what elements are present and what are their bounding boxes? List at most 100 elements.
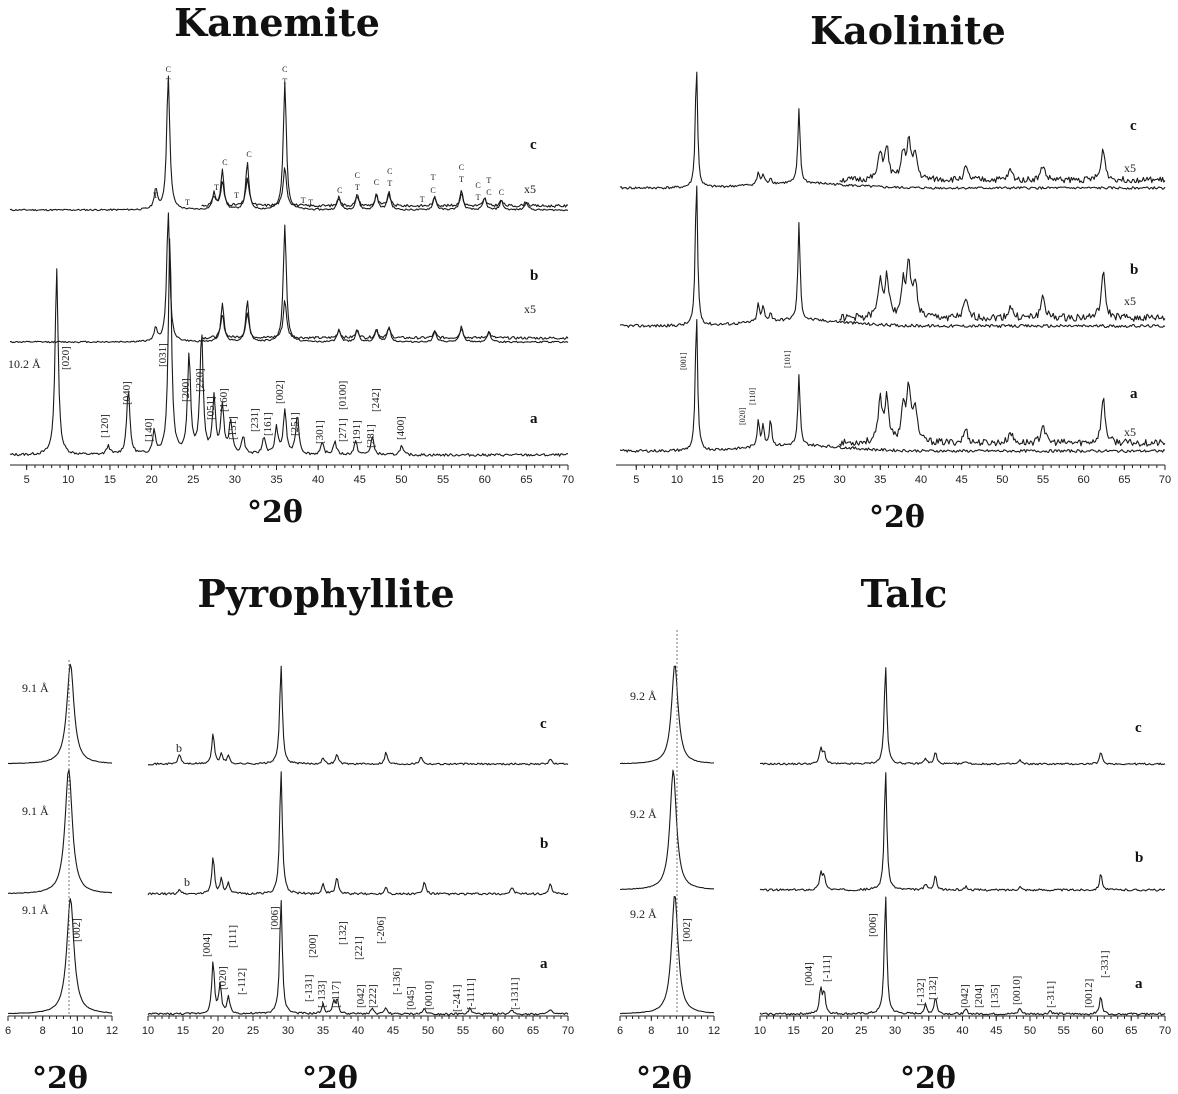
phase-mark: C — [355, 171, 360, 180]
x-tick-label: 30 — [889, 1025, 901, 1037]
phase-mark: T — [234, 191, 239, 200]
x-tick-label: 60 — [1078, 474, 1090, 486]
phase-mark: C — [486, 188, 491, 197]
hkl-label: [-331] — [1099, 951, 1111, 979]
trace-label: b — [1135, 850, 1143, 866]
panel-title: Kanemite — [174, 0, 380, 45]
trace-label: c — [540, 716, 547, 732]
trace-label: b — [530, 268, 538, 284]
d-spacing-label: 9.2 Å — [630, 807, 657, 821]
x-axis-label: °2θ — [869, 500, 925, 535]
diffraction-trace-a — [147, 899, 569, 1016]
hkl-label: [002] — [71, 918, 83, 942]
d-spacing-label: 9.2 Å — [630, 689, 657, 703]
x-tick-label: 8 — [648, 1025, 654, 1037]
hkl-label: [400] — [395, 416, 407, 440]
phase-mark: C — [459, 163, 464, 172]
multiplier-label: x5 — [1124, 294, 1136, 308]
x-tick-label: 20 — [212, 1025, 224, 1037]
x-tick-label: 20 — [752, 474, 764, 486]
hkl-label: [006] — [269, 906, 281, 930]
hkl-label: [-241] — [451, 985, 463, 1013]
hkl-label: [151] — [227, 416, 239, 440]
x-tick-label: 8 — [40, 1025, 46, 1037]
hkl-label: [042] — [355, 984, 367, 1008]
x-tick-label: 15 — [788, 1025, 800, 1037]
x-tick-label: 15 — [711, 474, 723, 486]
hkl-label: [132] — [337, 921, 349, 945]
x-tick-label: 10 — [671, 474, 683, 486]
hkl-label: [222] — [367, 984, 379, 1008]
hkl-label: [0010] — [1011, 976, 1023, 1005]
hkl-label: [271] — [337, 418, 349, 442]
peak-note: b — [184, 875, 190, 889]
hkl-label: [-1311] — [509, 977, 521, 1010]
multiplier-label: x5 — [1124, 425, 1136, 439]
x-tick-label: 20 — [821, 1025, 833, 1037]
x-tick-label: 60 — [1091, 1025, 1103, 1037]
hkl-label: [-206] — [375, 917, 387, 945]
multiplier-label: x5 — [1124, 161, 1136, 175]
x-tick-label: 25 — [793, 474, 805, 486]
phase-mark: C — [499, 188, 504, 197]
hkl-label: [-131] — [303, 975, 315, 1003]
x-tick-label: 15 — [104, 474, 116, 486]
panel-title: Pyrophyllite — [197, 571, 454, 616]
phase-mark: T — [214, 183, 219, 192]
x-axis-label: °2θ — [302, 1061, 358, 1094]
hkl-label: [251] — [289, 412, 301, 436]
hkl-label: [004] — [803, 962, 815, 986]
d-spacing-label: 9.2 Å — [630, 907, 657, 921]
hkl-label: [135] — [989, 984, 1001, 1008]
phase-mark: C — [166, 65, 171, 74]
x-tick-label: 5 — [24, 474, 30, 486]
hkl-label: [-112] — [236, 968, 248, 995]
hkl-label: [301] — [314, 420, 326, 444]
d-spacing-label: 9.1 Å — [22, 681, 49, 695]
diffraction-trace-low-angle — [620, 665, 715, 765]
x-tick-label: 30 — [834, 474, 846, 486]
x-tick-label: 35 — [270, 474, 282, 486]
hkl-label: [221] — [353, 936, 365, 960]
phase-mark: T — [301, 196, 306, 205]
hkl-label: [031] — [157, 343, 169, 367]
hkl-label: [042] — [959, 984, 971, 1008]
x-tick-label: 65 — [520, 474, 532, 486]
diffraction-trace-b — [759, 772, 1166, 892]
x-tick-label: 25 — [187, 474, 199, 486]
x-tick-label: 6 — [617, 1025, 623, 1037]
hkl-label: [110] — [748, 388, 757, 405]
panel-kaolinite: Kaolinite 5 10 15 20 25 30 35 40 45 50 55 60 65 70 °2… — [616, 8, 1171, 535]
x-tick-label: 70 — [1159, 1025, 1171, 1037]
hkl-label: [191] — [351, 420, 363, 444]
panel-title: Kaolinite — [810, 8, 1006, 53]
hkl-label: [-117] — [330, 981, 342, 1008]
phase-mark: T — [308, 198, 313, 207]
peak-note: b — [176, 741, 182, 755]
x-tick-label: 30 — [229, 474, 241, 486]
diffraction-trace-expanded — [839, 258, 1166, 322]
hkl-label: [-136] — [391, 968, 403, 996]
x-tick-label: 60 — [479, 474, 491, 486]
x-tick-label: 20 — [145, 474, 157, 486]
hkl-label: [-132] — [915, 979, 927, 1007]
x-tick-label: 15 — [177, 1025, 189, 1037]
x-tick-label: 10 — [71, 1025, 83, 1037]
phase-mark: C — [387, 167, 392, 176]
x-tick-label: 50 — [422, 1025, 434, 1037]
diffraction-trace-expanded — [839, 135, 1166, 184]
panel-kanemite: Kanemite 5 10 15 20 25 30 35 40 45 50 55 60 65 70 °2θ… — [8, 0, 574, 530]
trace-label: c — [530, 137, 537, 153]
hkl-label: [220] — [194, 368, 206, 392]
hkl-label: [120] — [99, 414, 111, 438]
x-tick-label: 40 — [956, 1025, 968, 1037]
x-tick-label: 45 — [354, 474, 366, 486]
x-axis-label: °2θ — [900, 1061, 956, 1094]
hkl-label: [020] — [217, 966, 229, 990]
diffraction-trace-c — [147, 665, 569, 766]
trace-label: a — [1135, 976, 1143, 992]
x-tick-label: 12 — [106, 1025, 118, 1037]
diffraction-trace-b — [619, 185, 1166, 329]
hkl-label: [200] — [307, 934, 319, 958]
hkl-label: [020] — [738, 407, 747, 425]
